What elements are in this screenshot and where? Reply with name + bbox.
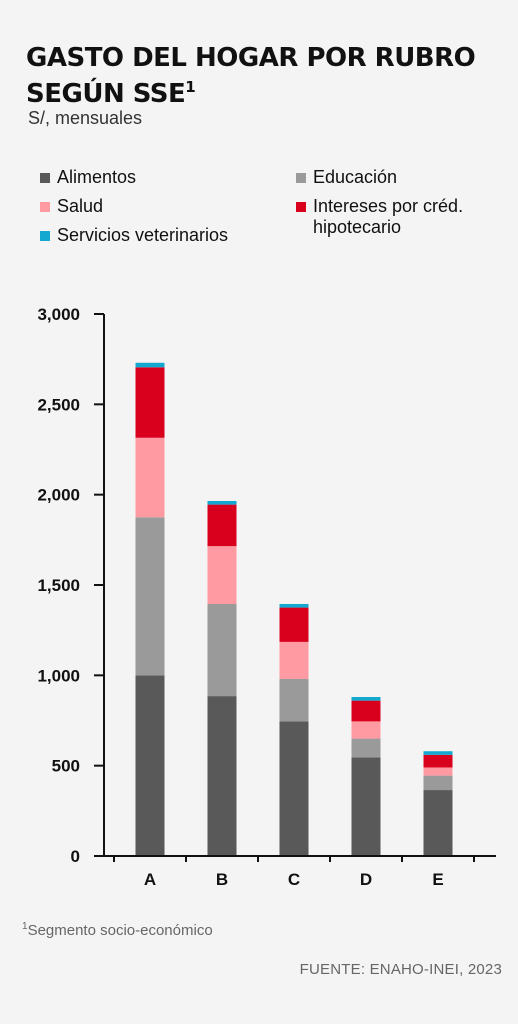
chart-title: GASTO DEL HOGAR POR RUBRO SEGÚN SSE1 bbox=[26, 44, 506, 109]
footnote: 1Segmento socio-económico bbox=[22, 921, 213, 939]
legend-swatch-veterinarios bbox=[40, 231, 50, 241]
legend-item-salud: Salud bbox=[40, 196, 103, 217]
bar-segment-e-4 bbox=[423, 751, 453, 755]
bar-segment-a-2 bbox=[135, 437, 165, 518]
bar-segment-e-1 bbox=[423, 775, 453, 791]
legend-item-veterinarios: Servicios veterinarios bbox=[40, 225, 228, 246]
bar-segment-c-3 bbox=[279, 607, 309, 642]
bar-segment-a-3 bbox=[135, 367, 165, 438]
bar-segment-d-4 bbox=[351, 697, 381, 701]
legend-label-alimentos: Alimentos bbox=[57, 167, 137, 187]
bar-segment-b-4 bbox=[207, 500, 237, 505]
legend-label-salud: Salud bbox=[57, 196, 104, 216]
footnote-text: Segmento socio-económico bbox=[27, 922, 213, 939]
bar-segment-d-3 bbox=[351, 700, 381, 722]
x-tick-label-a: A bbox=[144, 870, 156, 889]
legend-label-intereses: Intereses por créd. hipotecario bbox=[313, 196, 464, 237]
stacked-bar-chart: A B C D E 0 500 1,000 1,500 2,000 2,500 3,000 bbox=[37, 305, 496, 889]
bar-segment-c-2 bbox=[279, 641, 309, 679]
y-tick-label-3: 1,500 bbox=[37, 576, 80, 595]
bar-segment-b-0 bbox=[207, 696, 237, 856]
legend-label-educacion: Educación bbox=[313, 167, 398, 187]
x-tick-label-c: C bbox=[288, 870, 300, 889]
y-tick-label-4: 2,000 bbox=[37, 486, 80, 505]
y-tick-label-0: 0 bbox=[71, 847, 80, 866]
legend-swatch-alimentos bbox=[40, 173, 50, 183]
bar-segment-a-0 bbox=[135, 675, 165, 856]
bar-segment-d-0 bbox=[351, 757, 381, 856]
bar-segment-d-2 bbox=[351, 721, 381, 739]
bar-segment-e-3 bbox=[423, 754, 453, 768]
chart-title-line1: GASTO DEL HOGAR POR RUBRO bbox=[26, 43, 476, 73]
bar-segment-b-2 bbox=[207, 546, 237, 604]
bar-segment-d-1 bbox=[351, 738, 381, 758]
bar-segment-b-3 bbox=[207, 504, 237, 547]
bar-segment-e-0 bbox=[423, 790, 453, 856]
bar-segment-b-1 bbox=[207, 603, 237, 697]
legend-swatch-salud bbox=[40, 202, 50, 212]
x-tick-label-e: E bbox=[432, 870, 443, 889]
legend-item-educacion: Educación bbox=[296, 167, 397, 188]
chart-title-line2: SEGÚN SSE bbox=[26, 79, 186, 109]
y-tick-label-5: 2,500 bbox=[37, 395, 80, 414]
title-footnote-mark: 1 bbox=[185, 78, 196, 96]
legend-swatch-educacion bbox=[296, 173, 306, 183]
bar-segment-a-1 bbox=[135, 517, 165, 676]
y-tick-label-2: 1,000 bbox=[37, 666, 80, 685]
legend-swatch-intereses bbox=[296, 202, 306, 212]
legend-item-alimentos: Alimentos bbox=[40, 167, 136, 188]
bar-segment-a-4 bbox=[135, 362, 165, 368]
legend-item-intereses: Intereses por créd. hipotecario bbox=[296, 196, 463, 238]
source-credit: FUENTE: ENAHO-INEI, 2023 bbox=[299, 961, 502, 978]
bar-segment-c-4 bbox=[279, 603, 309, 608]
bar-segment-c-1 bbox=[279, 678, 309, 722]
bar-segment-c-0 bbox=[279, 721, 309, 856]
legend-label-veterinarios: Servicios veterinarios bbox=[57, 225, 229, 245]
footnote-mark: 1 bbox=[22, 921, 28, 932]
bar-segment-e-2 bbox=[423, 767, 453, 776]
x-tick-label-b: B bbox=[216, 870, 228, 889]
y-tick-label-6: 3,000 bbox=[37, 305, 80, 324]
x-tick-label-d: D bbox=[360, 870, 372, 889]
y-tick-label-1: 500 bbox=[52, 757, 80, 776]
chart-subtitle: S/, mensuales bbox=[28, 108, 143, 128]
